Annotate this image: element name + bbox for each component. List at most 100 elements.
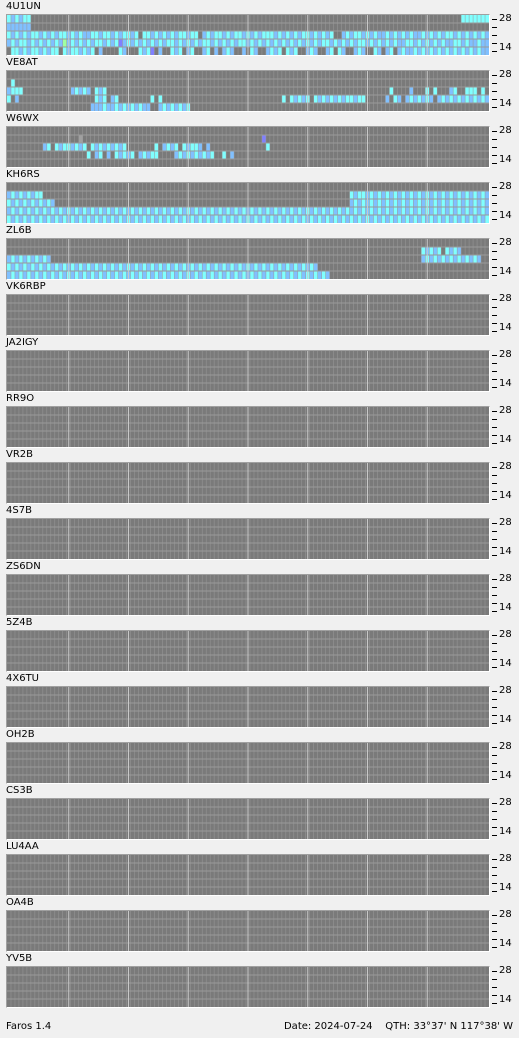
signal-cell	[46, 271, 51, 279]
signal-cell	[337, 95, 342, 103]
signal-cell	[70, 207, 75, 215]
signal-cell	[313, 95, 318, 103]
signal-grid[interactable]	[6, 798, 490, 840]
signal-cell	[269, 47, 274, 55]
scale-top-label: 28	[499, 461, 512, 472]
signal-cell	[357, 207, 362, 215]
scale-top-label: 28	[499, 237, 512, 248]
signal-cell	[281, 95, 286, 103]
signal-cell	[82, 271, 87, 279]
signal-cell	[465, 199, 470, 207]
signal-grid[interactable]	[6, 294, 490, 336]
signal-grid[interactable]	[6, 966, 490, 1008]
signal-cell	[198, 39, 203, 47]
signal-cell	[22, 23, 27, 31]
signal-cell	[158, 215, 163, 223]
signal-grid-canvas	[7, 15, 489, 55]
signal-grid[interactable]	[6, 574, 490, 616]
signal-grid[interactable]	[6, 462, 490, 504]
signal-grid[interactable]	[6, 238, 490, 280]
signal-cell	[389, 215, 394, 223]
signal-cell	[473, 215, 478, 223]
signal-cell	[461, 47, 466, 55]
beacon-callsign: 4U1UN	[6, 1, 41, 12]
signal-cell	[178, 263, 183, 271]
signal-cell	[301, 39, 306, 47]
signal-cell	[190, 39, 195, 47]
signal-cell	[34, 47, 39, 55]
signal-grid[interactable]	[6, 742, 490, 784]
signal-cell	[154, 271, 159, 279]
signal-cell	[301, 95, 306, 103]
signal-cell	[102, 87, 107, 95]
signal-cell	[98, 95, 103, 103]
signal-cell	[477, 95, 482, 103]
signal-cell	[473, 87, 478, 95]
signal-grid[interactable]	[6, 14, 490, 56]
signal-cell	[285, 207, 290, 215]
signal-cell	[409, 95, 414, 103]
scale-top-label: 28	[499, 909, 512, 920]
signal-cell	[485, 207, 489, 215]
signal-grid[interactable]	[6, 126, 490, 168]
signal-cell	[421, 95, 426, 103]
signal-cell	[234, 207, 239, 215]
signal-cell	[30, 263, 35, 271]
signal-cell	[110, 215, 115, 223]
scale-tick	[492, 915, 497, 916]
signal-grid[interactable]	[6, 686, 490, 728]
signal-cell	[110, 31, 115, 39]
signal-cell	[457, 207, 462, 215]
signal-cell	[130, 151, 135, 159]
signal-cell	[10, 199, 15, 207]
signal-cell	[349, 31, 354, 39]
signal-grid[interactable]	[6, 182, 490, 224]
signal-grid[interactable]	[6, 854, 490, 896]
scale-tick	[492, 35, 497, 36]
signal-grid[interactable]	[6, 518, 490, 560]
signal-grid[interactable]	[6, 406, 490, 448]
scale-top-label: 28	[499, 573, 512, 584]
signal-cell	[30, 47, 35, 55]
scale-bottom-label: 14	[499, 938, 512, 949]
signal-grid[interactable]	[6, 630, 490, 672]
signal-cell	[202, 47, 207, 55]
signal-grid[interactable]	[6, 910, 490, 952]
signal-cell	[190, 207, 195, 215]
signal-cell	[357, 31, 362, 39]
signal-cell	[114, 39, 119, 47]
scale-bottom-label: 14	[499, 882, 512, 893]
signal-cell	[86, 151, 91, 159]
signal-cell	[158, 271, 163, 279]
signal-cell	[50, 39, 55, 47]
signal-cell	[485, 191, 489, 199]
signal-cell	[285, 263, 290, 271]
signal-cell	[34, 31, 39, 39]
signal-cell	[481, 87, 486, 95]
signal-cell	[102, 31, 107, 39]
signal-cell	[206, 39, 211, 47]
signal-cell	[18, 191, 23, 199]
signal-cell	[353, 199, 358, 207]
signal-cell	[329, 95, 334, 103]
signal-cell	[389, 87, 394, 95]
signal-cell	[218, 207, 223, 215]
signal-cell	[421, 215, 426, 223]
signal-cell	[317, 215, 322, 223]
signal-cell	[102, 271, 107, 279]
signal-cell	[130, 215, 135, 223]
signal-cell	[313, 31, 318, 39]
signal-cell	[413, 39, 418, 47]
signal-grid[interactable]	[6, 350, 490, 392]
scale-tick	[492, 595, 497, 596]
signal-grid[interactable]	[6, 70, 490, 112]
signal-cell	[110, 95, 115, 103]
signal-cell	[7, 215, 11, 223]
signal-cell	[453, 87, 458, 95]
signal-cell	[465, 215, 470, 223]
scale-tick	[492, 411, 497, 412]
signal-cell	[78, 215, 83, 223]
signal-cell	[110, 143, 115, 151]
signal-cell	[162, 103, 167, 111]
scale-bottom-label: 14	[499, 826, 512, 837]
